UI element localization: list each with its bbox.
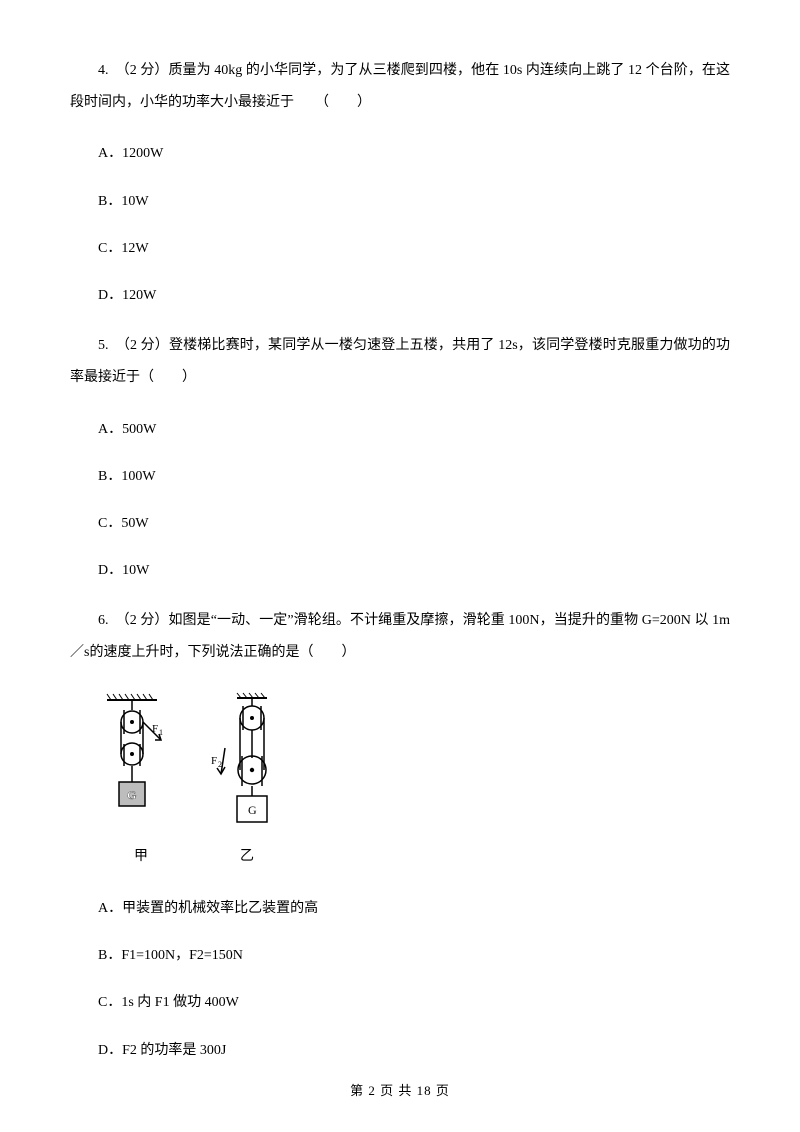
q4-option-c: C．12W: [70, 236, 730, 261]
q5-option-b: B．100W: [70, 464, 730, 489]
q4-option-d: D．120W: [70, 283, 730, 308]
q6-stem: 6. （2 分）如图是“一动、一定”滑轮组。不计绳重及摩擦，滑轮重 100N，当…: [70, 605, 730, 669]
q6-option-b: B．F1=100N，F2=150N: [70, 943, 730, 968]
q4-option-b: B．10W: [70, 189, 730, 214]
q4-option-a: A．1200W: [70, 141, 730, 166]
q6-option-c: C．1s 内 F1 做功 400W: [70, 990, 730, 1015]
label-g1: G: [127, 788, 136, 802]
q5-option-d: D．10W: [70, 558, 730, 583]
q6-option-d: D．F2 的功率是 300J: [70, 1038, 730, 1063]
pulley-jia-svg: F 1 G: [105, 692, 177, 842]
pulley-diagram: F 1 G 甲: [105, 692, 730, 868]
q5-option-a: A．500W: [70, 417, 730, 442]
diagram-label-yi: 乙: [240, 846, 254, 868]
label-g2: G: [248, 803, 257, 817]
label-f1: F: [152, 723, 158, 735]
svg-text:1: 1: [159, 728, 163, 737]
pulley-yi-svg: F 2 G: [207, 692, 287, 842]
q6-option-a: A．甲装置的机械效率比乙装置的高: [70, 896, 730, 921]
page-footer: 第 2 页 共 18 页: [0, 1081, 800, 1102]
label-f2: F: [211, 755, 217, 767]
q5-option-c: C．50W: [70, 511, 730, 536]
q4-stem: 4. （2 分）质量为 40kg 的小华同学，为了从三楼爬到四楼，他在 10s …: [70, 55, 730, 119]
diagram-yi: F 2 G 乙: [207, 692, 287, 868]
diagram-label-jia: 甲: [134, 846, 148, 868]
svg-text:2: 2: [218, 760, 222, 769]
diagram-jia: F 1 G 甲: [105, 692, 177, 868]
q5-stem: 5. （2 分）登楼梯比赛时，某同学从一楼匀速登上五楼，共用了 12s，该同学登…: [70, 330, 730, 394]
